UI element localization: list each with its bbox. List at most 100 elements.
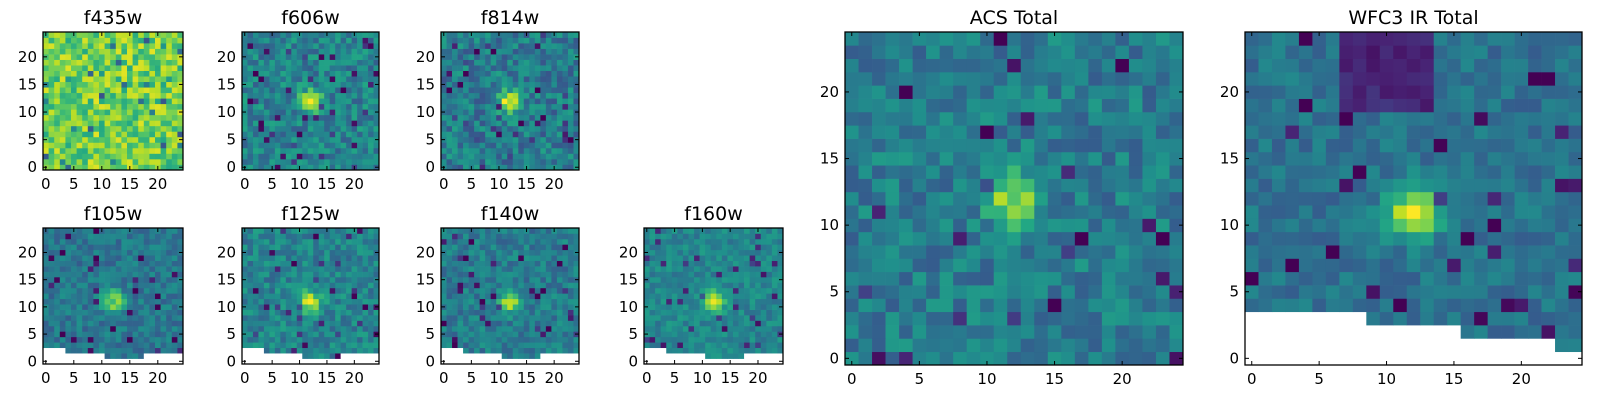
heatmap-cell (682, 266, 689, 272)
heatmap-cell (155, 260, 161, 267)
heatmap-cell (274, 37, 281, 44)
heatmap-cell (132, 315, 139, 321)
heatmap-cell (485, 109, 492, 116)
heatmap-cell (252, 244, 259, 251)
heatmap-cell (479, 125, 486, 132)
heatmap-cell (171, 70, 178, 77)
heatmap-cell (357, 76, 363, 83)
heatmap-cell (302, 233, 309, 240)
heatmap-cell (980, 258, 995, 273)
heatmap-cell (71, 233, 77, 240)
heatmap-cell (329, 48, 336, 55)
heatmap-cell (324, 233, 331, 240)
heatmap-cell (732, 266, 739, 272)
heatmap-cell (274, 136, 281, 143)
heatmap-cell (160, 249, 167, 256)
heatmap-cell (263, 331, 270, 338)
heatmap-cell (258, 260, 265, 267)
heatmap-cell (171, 81, 178, 88)
heatmap-cell (258, 147, 265, 154)
heatmap-cell (296, 153, 303, 160)
heatmap-cell (953, 218, 968, 233)
heatmap-cell (716, 320, 723, 327)
heatmap-cell (512, 109, 519, 116)
heatmap-cell (65, 358, 72, 365)
heatmap-cell (716, 342, 723, 349)
heatmap-cell (993, 165, 1008, 179)
heatmap-cell (71, 65, 77, 71)
heatmap-cell (368, 298, 374, 305)
heatmap-cell (291, 59, 298, 66)
heatmap-cell (160, 347, 167, 354)
heatmap-cell (87, 153, 94, 160)
heatmap-cell (247, 309, 254, 316)
heatmap-cell (755, 331, 762, 338)
heatmap-cell (99, 233, 105, 240)
heatmap-cell (71, 158, 77, 165)
heatmap-cell (501, 353, 508, 359)
heatmap-cell (82, 309, 89, 316)
heatmap-cell (132, 244, 139, 251)
heatmap-cell (507, 249, 514, 256)
heatmap-cell (688, 309, 695, 316)
heatmap-cell (351, 59, 358, 66)
heatmap-cell (368, 54, 374, 60)
heatmap-cell (1007, 178, 1022, 193)
heatmap-cell (280, 43, 287, 49)
heatmap-cell (155, 153, 161, 160)
heatmap-cell (446, 81, 453, 88)
heatmap-cell (149, 353, 156, 359)
heatmap-cell (474, 342, 480, 349)
heatmap-cell (274, 43, 281, 49)
heatmap-cell (760, 304, 767, 310)
heatmap-cell (912, 271, 927, 286)
heatmap-cell (529, 54, 536, 60)
heatmap-cell (567, 266, 574, 272)
heatmap-cell (777, 271, 784, 278)
heatmap-cell (545, 325, 552, 332)
heatmap-cell (110, 131, 117, 138)
heatmap-cell (721, 244, 728, 251)
heatmap-cell (296, 293, 303, 300)
heatmap-cell (649, 304, 656, 310)
heatmap-cell (446, 120, 453, 127)
heatmap-cell (171, 142, 178, 149)
heatmap-cell (166, 125, 173, 132)
heatmap-cell (485, 54, 492, 60)
heatmap-cell (82, 37, 89, 44)
heatmap-cell (285, 276, 292, 283)
heatmap-cell (346, 131, 352, 138)
heatmap-cell (534, 98, 541, 105)
heatmap-cell (351, 255, 358, 261)
heatmap-cell (545, 92, 552, 99)
heatmap-cell (318, 109, 325, 116)
heatmap-cell (138, 59, 145, 66)
heatmap-cell (149, 228, 156, 234)
heatmap-cell (567, 70, 574, 77)
heatmap-cell (132, 59, 139, 66)
heatmap-cell (463, 298, 469, 305)
heatmap-cell (694, 331, 700, 338)
heatmap-cell (340, 109, 347, 116)
heatmap-cell (291, 238, 298, 245)
heatmap-cell (496, 233, 503, 240)
heatmap-cell (155, 81, 161, 88)
heatmap-cell (155, 136, 161, 143)
heatmap-cell (329, 103, 336, 110)
heatmap-cell (357, 304, 363, 310)
heatmap-cell (263, 37, 270, 44)
heatmap-cell (1169, 191, 1184, 206)
heatmap-cell (99, 331, 105, 338)
heatmap-cell (744, 249, 750, 256)
heatmap-cell (59, 353, 66, 359)
heatmap-cell (93, 320, 100, 327)
heatmap-cell (749, 342, 756, 349)
heatmap-cell (738, 260, 745, 267)
heatmap-cell (318, 293, 325, 300)
heatmap-cell (551, 136, 558, 143)
heatmap-cell (138, 136, 145, 143)
heatmap-cell (666, 325, 673, 332)
heatmap-cell (313, 142, 320, 149)
heatmap-cell (346, 347, 352, 354)
heatmap-cell (732, 244, 739, 251)
